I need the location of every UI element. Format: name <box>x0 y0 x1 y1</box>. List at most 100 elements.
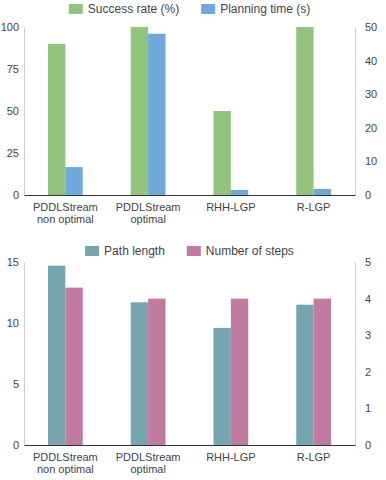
tick-label: 5 <box>365 256 371 268</box>
tick: RHH-LGP <box>206 195 256 213</box>
tick: RHH-LGP <box>206 445 256 463</box>
bar <box>213 111 230 195</box>
axis-line <box>355 28 356 196</box>
tick-label: 0 <box>365 189 371 201</box>
bar <box>296 27 313 195</box>
bar <box>231 190 248 195</box>
tick: PDDLStreamnon optimal <box>33 195 98 225</box>
tick: 10 <box>7 317 24 329</box>
axis-line <box>355 263 356 446</box>
tick: 10 <box>355 155 377 167</box>
tick-label: 0 <box>13 439 19 451</box>
legend-swatch <box>201 4 215 14</box>
legend-item: Success rate (%) <box>69 2 179 16</box>
legend-swatch <box>85 246 99 256</box>
axis-line <box>25 445 356 446</box>
bar <box>231 299 248 445</box>
tick-label: 50 <box>365 21 377 33</box>
tick-label: 10 <box>365 155 377 167</box>
tick: 3 <box>355 329 371 341</box>
tick: 100 <box>1 21 24 33</box>
tick: R-LGP <box>297 445 331 463</box>
chart: 051015012345PDDLStreamnon optimalPDDLStr… <box>7 244 371 475</box>
x-axis: PDDLStreamnon optimal PDDLStreamoptimal RH… <box>25 445 356 475</box>
tick-label: 0 <box>365 439 371 451</box>
bar <box>65 167 82 195</box>
tick: PDDLStreamoptimal <box>116 195 181 225</box>
tick: R-LGP <box>297 195 331 213</box>
bar <box>296 305 313 445</box>
tick-label: 2 <box>365 366 371 378</box>
legend-item: Number of steps <box>187 244 294 258</box>
y-axis: 0 5 10 15 <box>7 256 25 451</box>
tick: 2 <box>355 366 371 378</box>
tick-label: 15 <box>7 256 19 268</box>
tick-label: 1 <box>365 402 371 414</box>
chart-canvas: 025507510001020304050PDDLStreamnon optim… <box>0 0 386 480</box>
tick-label: 50 <box>7 105 19 117</box>
tick: 5 <box>355 256 371 268</box>
tick-label: PDDLStreamoptimal <box>116 451 181 475</box>
bars <box>48 27 331 195</box>
tick: 40 <box>355 55 377 67</box>
tick-label: PDDLStreamnon optimal <box>33 201 98 225</box>
bar <box>148 34 165 195</box>
legend-label: Success rate (%) <box>88 2 179 16</box>
legend-swatch <box>187 246 201 256</box>
legend-label: Number of steps <box>206 244 294 258</box>
tick: 50 <box>355 21 377 33</box>
legend-item: Path length <box>85 244 165 258</box>
legend-item: Planning time (s) <box>201 2 310 16</box>
tick-label: 3 <box>365 329 371 341</box>
y2-axis: 0 10 20 30 40 50 <box>355 21 377 201</box>
legend: Success rate (%) Planning time (s) <box>69 2 310 16</box>
tick-label: 4 <box>365 293 371 305</box>
bar <box>48 44 65 195</box>
tick: 15 <box>7 256 24 268</box>
tick: 30 <box>355 88 377 100</box>
bar <box>65 288 82 445</box>
tick: 0 <box>13 189 24 201</box>
x-axis: PDDLStreamnon optimal PDDLStreamoptimal RH… <box>25 195 356 225</box>
tick-label: RHH-LGP <box>206 201 256 213</box>
legend-label: Path length <box>104 244 165 258</box>
tick-label: RHH-LGP <box>206 451 256 463</box>
tick-label: PDDLStreamnon optimal <box>33 451 98 475</box>
bar <box>148 299 165 445</box>
tick: 4 <box>355 293 371 305</box>
tick: 0 <box>13 439 24 451</box>
tick: 0 <box>355 439 371 451</box>
y2-axis: 0 1 2 3 4 5 <box>355 256 371 451</box>
chart: 0 25 50 75 100 0 10 20 30 40 50 PDDLStreamnon optim… <box>1 2 378 225</box>
bar <box>131 27 148 195</box>
bars <box>48 266 331 445</box>
tick-label: 25 <box>7 147 19 159</box>
tick-label: PDDLStreamoptimal <box>116 201 181 225</box>
bar <box>48 266 65 445</box>
tick-label: 40 <box>365 55 377 67</box>
tick-label: 30 <box>365 88 377 100</box>
tick: 75 <box>7 63 24 75</box>
bar <box>314 189 331 195</box>
tick-label: R-LGP <box>297 451 331 463</box>
tick-label: 75 <box>7 63 19 75</box>
bar <box>213 328 230 445</box>
tick-label: R-LGP <box>297 201 331 213</box>
tick: PDDLStreamoptimal <box>116 445 181 475</box>
tick-label: 5 <box>13 378 19 390</box>
tick-label: 0 <box>13 189 19 201</box>
y-axis: 0 25 50 75 100 <box>1 21 25 201</box>
tick: 25 <box>7 147 24 159</box>
legend-label: Planning time (s) <box>220 2 310 16</box>
tick: 0 <box>355 189 371 201</box>
axis-line <box>24 263 25 446</box>
tick-label: 100 <box>1 21 19 33</box>
tick: 1 <box>355 402 371 414</box>
bar <box>314 299 331 445</box>
axis-line <box>25 195 356 196</box>
axis-line <box>24 28 25 196</box>
bar <box>131 302 148 445</box>
tick: PDDLStreamnon optimal <box>33 445 98 475</box>
tick: 20 <box>355 122 377 134</box>
legend-swatch <box>69 4 83 14</box>
